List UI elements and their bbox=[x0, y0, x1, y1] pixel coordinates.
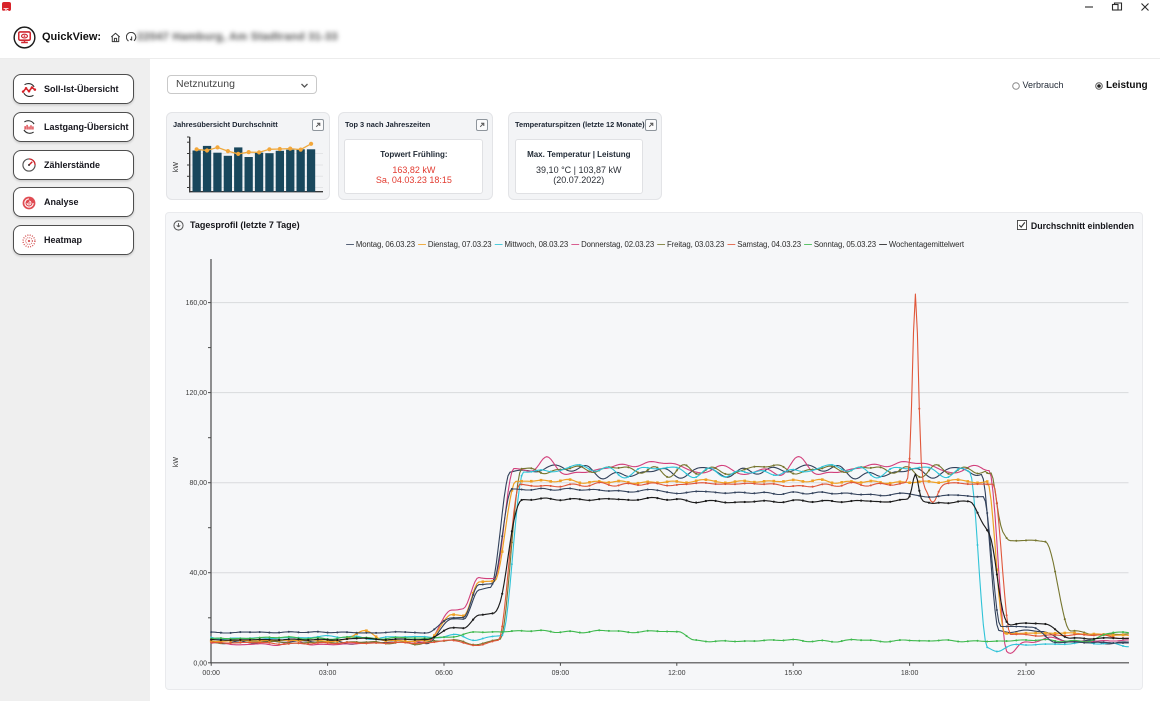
svg-text:12:00: 12:00 bbox=[668, 670, 686, 677]
svg-text:03:00: 03:00 bbox=[319, 670, 337, 677]
svg-text:21:00: 21:00 bbox=[1017, 670, 1035, 677]
svg-text:120,00: 120,00 bbox=[186, 390, 208, 397]
svg-text:40,00: 40,00 bbox=[189, 570, 207, 577]
svg-text:kW: kW bbox=[173, 162, 180, 173]
svg-text:15:00: 15:00 bbox=[784, 670, 802, 677]
svg-text:09:00: 09:00 bbox=[552, 670, 570, 677]
svg-text:80,00: 80,00 bbox=[189, 480, 207, 487]
svg-text:160,00: 160,00 bbox=[186, 300, 208, 307]
svg-text:00:00: 00:00 bbox=[202, 670, 220, 677]
svg-text:06:00: 06:00 bbox=[435, 670, 453, 677]
svg-text:18:00: 18:00 bbox=[901, 670, 919, 677]
svg-text:0,00: 0,00 bbox=[193, 660, 207, 667]
svg-text:kW: kW bbox=[173, 457, 180, 468]
